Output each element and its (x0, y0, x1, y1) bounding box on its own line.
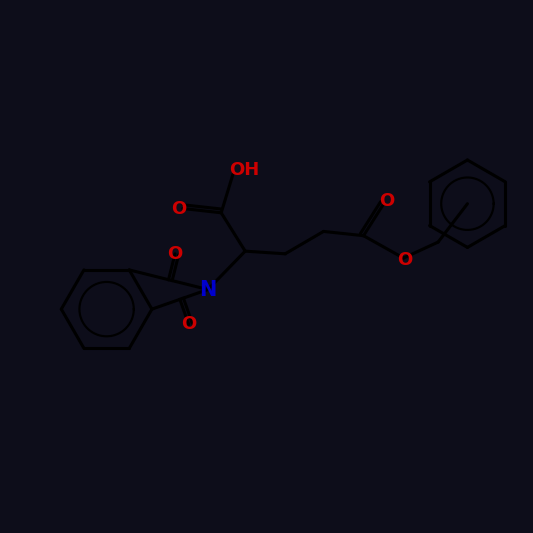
Text: OH: OH (230, 161, 260, 179)
Text: O: O (167, 245, 183, 263)
Text: N: N (199, 279, 216, 300)
Text: O: O (181, 316, 196, 334)
Text: O: O (398, 251, 413, 269)
Text: O: O (171, 199, 186, 217)
Text: O: O (379, 192, 394, 210)
